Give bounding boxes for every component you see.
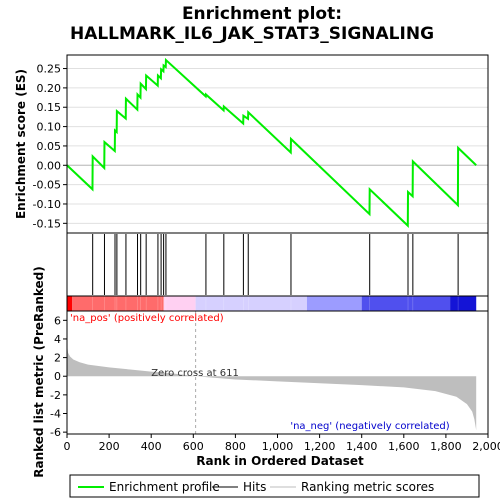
ranking-bar-segment <box>67 296 73 311</box>
metric-tick-label: -6 <box>50 426 61 439</box>
x-tick-label: 200 <box>99 440 120 453</box>
x-tick-label: 1,200 <box>304 440 336 453</box>
metric-y-axis-ticks: -6 -4 -2 0 2 4 6 <box>50 314 67 439</box>
metric-y-axis-label: Ranked list metric (PreRanked) <box>32 266 46 478</box>
ranking-color-bar <box>66 296 477 311</box>
x-tick-label: 1,000 <box>262 440 294 453</box>
es-tick-label: 0.10 <box>37 121 62 134</box>
chart-title-line1: Enrichment plot: <box>182 4 342 24</box>
metric-tick-label: -4 <box>50 408 61 421</box>
es-y-axis-label: Enrichment score (ES) <box>14 69 28 219</box>
x-tick-label: 1,400 <box>346 440 378 453</box>
es-tick-label: -0.10 <box>33 198 61 211</box>
metric-tick-label: 2 <box>54 352 61 365</box>
metric-tick-label: -2 <box>50 389 61 402</box>
es-tick-label: -0.05 <box>33 179 61 192</box>
hits-panel <box>66 234 459 295</box>
legend-label: Hits <box>243 480 266 494</box>
ranking-bar-segment <box>450 296 477 311</box>
es-tick-label: 0.05 <box>37 140 62 153</box>
legend-label: Enrichment profile <box>109 480 220 494</box>
x-tick-label: 400 <box>141 440 162 453</box>
metric-tick-label: 0 <box>54 370 61 383</box>
chart-title-line2: HALLMARK_IL6_JAK_STAT3_SIGNALING <box>70 24 434 44</box>
legend: Enrichment profile Hits Ranking metric sco… <box>78 480 434 494</box>
negative-correlation-label: 'na_neg' (negatively correlated) <box>290 421 449 432</box>
es-y-axis-ticks: -0.15 -0.10 -0.05 0.00 0.05 0.10 0.15 0.20 0.25 <box>33 63 67 230</box>
es-tick-label: 0.25 <box>37 63 62 76</box>
x-tick-label: 2,000 <box>472 440 500 453</box>
es-panel-background <box>67 55 488 233</box>
metric-tick-label: 6 <box>54 314 61 327</box>
es-tick-label: 0.20 <box>37 82 62 95</box>
hits-panel-frame <box>66 232 489 297</box>
ranking-bar-segment <box>163 296 196 311</box>
es-tick-label: 0.00 <box>37 159 62 172</box>
es-tick-label: -0.15 <box>33 217 61 230</box>
ranking-bar-segment <box>306 296 362 311</box>
enrichment-profile-line <box>66 57 477 228</box>
ranking-bar-segment <box>195 296 307 311</box>
positive-correlation-label: 'na_pos' (positively correlated) <box>70 313 224 324</box>
zero-cross-label: Zero cross at 611 <box>151 368 239 379</box>
x-tick-label: 0 <box>64 440 71 453</box>
ranking-bar-segment <box>72 296 164 311</box>
x-tick-label: 1,800 <box>430 440 462 453</box>
x-axis-ticks: 0 200 400 600 800 1,000 1,200 1,400 1,600 1,800 2,… <box>64 434 500 453</box>
es-tick-label: 0.15 <box>37 101 62 114</box>
legend-box <box>69 474 480 498</box>
x-axis-label: Rank in Ordered Dataset <box>196 454 364 468</box>
x-tick-label: 800 <box>225 440 246 453</box>
ranking-bar-segment <box>361 296 451 311</box>
x-tick-label: 600 <box>183 440 204 453</box>
x-tick-label: 1,600 <box>388 440 420 453</box>
legend-label: Ranking metric scores <box>301 480 434 494</box>
metric-tick-label: 4 <box>54 333 61 346</box>
